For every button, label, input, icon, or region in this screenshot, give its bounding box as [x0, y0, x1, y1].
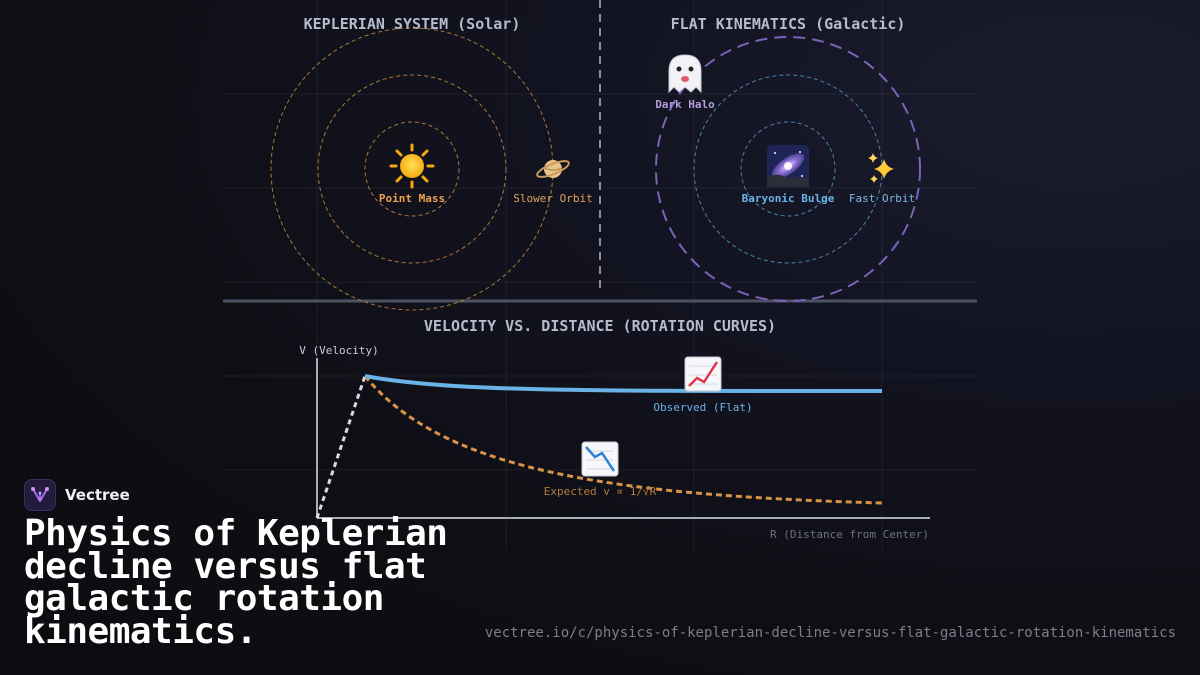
- ringed-planet-icon: [536, 160, 570, 178]
- sun-icon: [389, 143, 435, 189]
- observed-curve-label: Observed (Flat): [653, 401, 752, 414]
- kepler-orbit-inner: [364, 121, 460, 217]
- kepler-orbit-middle: [317, 74, 507, 264]
- sparkles-icon: [868, 153, 894, 183]
- point-mass-label: Point Mass: [379, 192, 445, 205]
- expected-keplerian-curve: [363, 375, 883, 505]
- page-title: Physics of Keplerian decline versus flat…: [24, 513, 448, 652]
- dark-halo-label: Dark Halo: [655, 98, 715, 111]
- brand-name: Vectree: [65, 486, 130, 504]
- x-axis-label: R (Distance from Center): [770, 528, 929, 541]
- chart-increasing-icon: [684, 356, 722, 392]
- fast-orbit-label: Fast Orbit: [849, 192, 915, 205]
- vectree-logo-icon: [24, 479, 56, 511]
- rising-segment: [315, 375, 367, 519]
- chart-decreasing-icon: [581, 441, 619, 477]
- y-axis-label: V (Velocity): [299, 344, 378, 357]
- dark-halo-ring: [655, 36, 921, 302]
- ghost-icon: [668, 54, 702, 94]
- page-url[interactable]: vectree.io/c/physics-of-keplerian-declin…: [484, 625, 1176, 641]
- milky-way-icon: [767, 145, 809, 187]
- rotation-curves-title: VELOCITY VS. DISTANCE (ROTATION CURVES): [424, 317, 776, 335]
- slower-orbit-label: Slower Orbit: [513, 192, 592, 205]
- flat-panel-title: FLAT KINEMATICS (Galactic): [671, 15, 906, 33]
- brand: Vectree: [24, 479, 130, 511]
- kepler-panel-title: KEPLERIAN SYSTEM (Solar): [304, 15, 521, 33]
- observed-flat-curve: [364, 374, 883, 394]
- expected-curve-label: Expected v ∝ 1/√R: [544, 485, 657, 498]
- galactic-orbit-inner: [740, 121, 836, 217]
- baryonic-bulge-label: Baryonic Bulge: [742, 192, 835, 205]
